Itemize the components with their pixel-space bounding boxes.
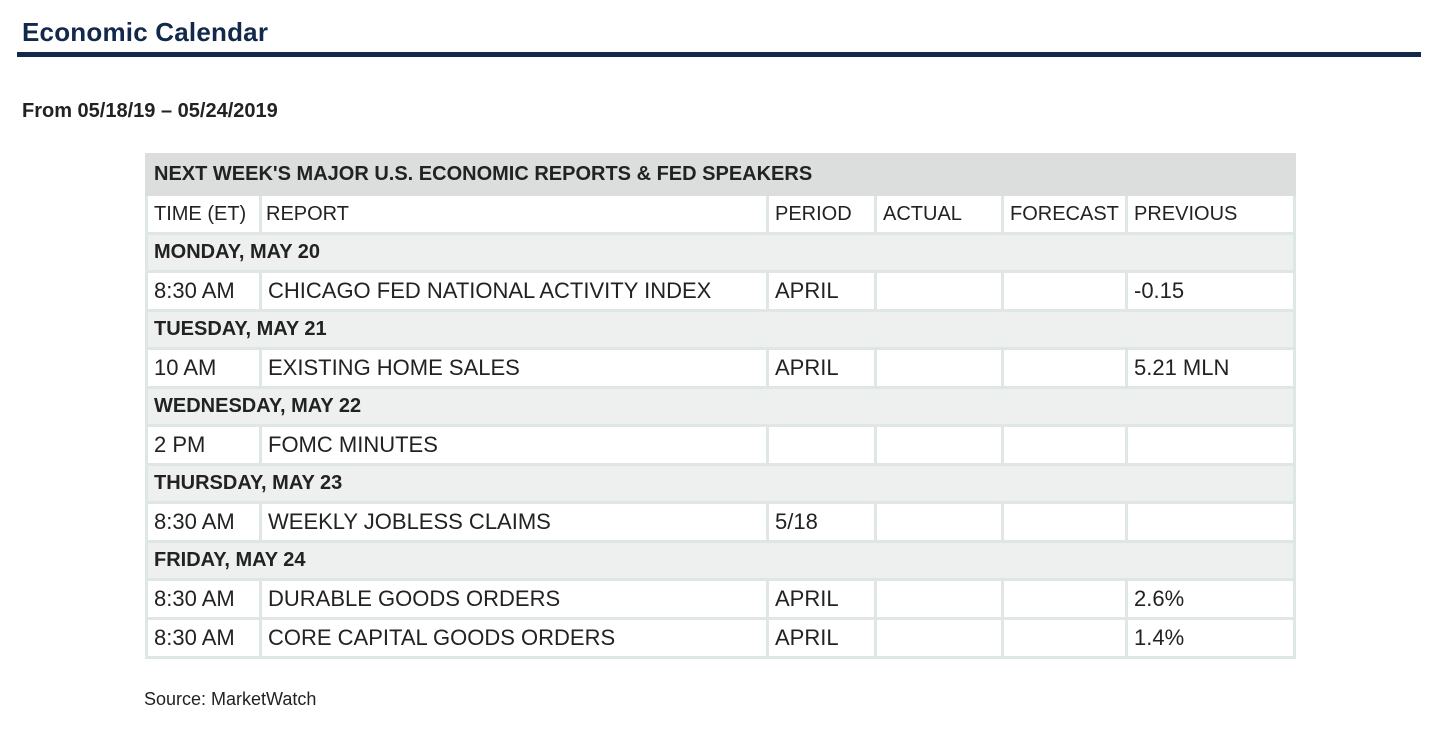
day-label: MONDAY, MAY 20	[144, 232, 1297, 273]
forecast-cell	[1001, 578, 1128, 620]
forecast-cell	[1001, 617, 1128, 659]
column-header-actual: ACTUAL	[874, 193, 1004, 235]
period-cell: APRIL	[766, 347, 877, 389]
actual-cell	[874, 347, 1004, 389]
time-cell: 8:30 AM	[145, 617, 262, 659]
actual-cell	[874, 501, 1004, 543]
day-label: WEDNESDAY, MAY 22	[144, 386, 1297, 427]
column-header-time: TIME (ET)	[145, 193, 262, 235]
actual-cell	[874, 270, 1004, 312]
forecast-cell	[1001, 347, 1128, 389]
forecast-cell	[1001, 424, 1128, 466]
report-cell: DURABLE GOODS ORDERS	[259, 578, 769, 620]
previous-cell: 1.4%	[1124, 617, 1297, 659]
day-group-row: WEDNESDAY, MAY 22	[144, 386, 1297, 427]
column-header-row: TIME (ET) REPORT PERIOD ACTUAL FORECAST …	[145, 193, 1297, 235]
previous-cell: 2.6%	[1124, 578, 1297, 620]
column-header-period: PERIOD	[766, 193, 877, 235]
table-heading-row: NEXT WEEK'S MAJOR U.S. ECONOMIC REPORTS …	[144, 153, 1297, 196]
day-group-row: TUESDAY, MAY 21	[144, 309, 1297, 350]
table-row: 2 PM FOMC MINUTES	[145, 424, 1297, 466]
report-cell: FOMC MINUTES	[259, 424, 769, 466]
forecast-cell	[1001, 501, 1128, 543]
period-cell: APRIL	[766, 617, 877, 659]
time-cell: 8:30 AM	[145, 501, 262, 543]
day-group-row: THURSDAY, MAY 23	[144, 463, 1297, 504]
column-header-previous: PREVIOUS	[1124, 193, 1297, 235]
day-label: FRIDAY, MAY 24	[144, 540, 1297, 581]
time-cell: 8:30 AM	[145, 270, 262, 312]
period-cell: APRIL	[766, 578, 877, 620]
period-cell	[766, 424, 877, 466]
column-header-forecast: FORECAST	[1001, 193, 1128, 235]
previous-cell: 5.21 MLN	[1124, 347, 1297, 389]
report-cell: EXISTING HOME SALES	[259, 347, 769, 389]
actual-cell	[874, 424, 1004, 466]
day-label: TUESDAY, MAY 21	[144, 309, 1297, 350]
table-row: 8:30 AM CORE CAPITAL GOODS ORDERS APRIL 1.4…	[145, 617, 1297, 659]
title-divider	[17, 52, 1421, 57]
table-heading: NEXT WEEK'S MAJOR U.S. ECONOMIC REPORTS …	[144, 153, 1297, 196]
page-title: Economic Calendar	[22, 17, 269, 47]
day-group-row: FRIDAY, MAY 24	[144, 540, 1297, 581]
time-cell: 10 AM	[145, 347, 262, 389]
table-row: 8:30 AM WEEKLY JOBLESS CLAIMS 5/18	[145, 501, 1297, 543]
report-cell: CORE CAPITAL GOODS ORDERS	[259, 617, 769, 659]
economic-calendar-table: NEXT WEEK'S MAJOR U.S. ECONOMIC REPORTS …	[144, 153, 1297, 659]
report-cell: WEEKLY JOBLESS CLAIMS	[259, 501, 769, 543]
previous-cell: -0.15	[1124, 270, 1297, 312]
day-label: THURSDAY, MAY 23	[144, 463, 1297, 504]
date-range: From 05/18/19 – 05/24/2019	[22, 100, 278, 122]
period-cell: APRIL	[766, 270, 877, 312]
previous-cell	[1124, 424, 1297, 466]
forecast-cell	[1001, 270, 1128, 312]
previous-cell	[1124, 501, 1297, 543]
period-cell: 5/18	[766, 501, 877, 543]
table-row: 8:30 AM DURABLE GOODS ORDERS APRIL 2.6%	[145, 578, 1297, 620]
day-group-row: MONDAY, MAY 20	[144, 232, 1297, 273]
column-header-report: REPORT	[259, 193, 769, 235]
table-row: 10 AM EXISTING HOME SALES APRIL 5.21 MLN	[145, 347, 1297, 389]
source-note: Source: MarketWatch	[144, 689, 317, 709]
time-cell: 8:30 AM	[145, 578, 262, 620]
report-cell: CHICAGO FED NATIONAL ACTIVITY INDEX	[259, 270, 769, 312]
table-row: 8:30 AM CHICAGO FED NATIONAL ACTIVITY IND…	[145, 270, 1297, 312]
time-cell: 2 PM	[145, 424, 262, 466]
actual-cell	[874, 617, 1004, 659]
actual-cell	[874, 578, 1004, 620]
